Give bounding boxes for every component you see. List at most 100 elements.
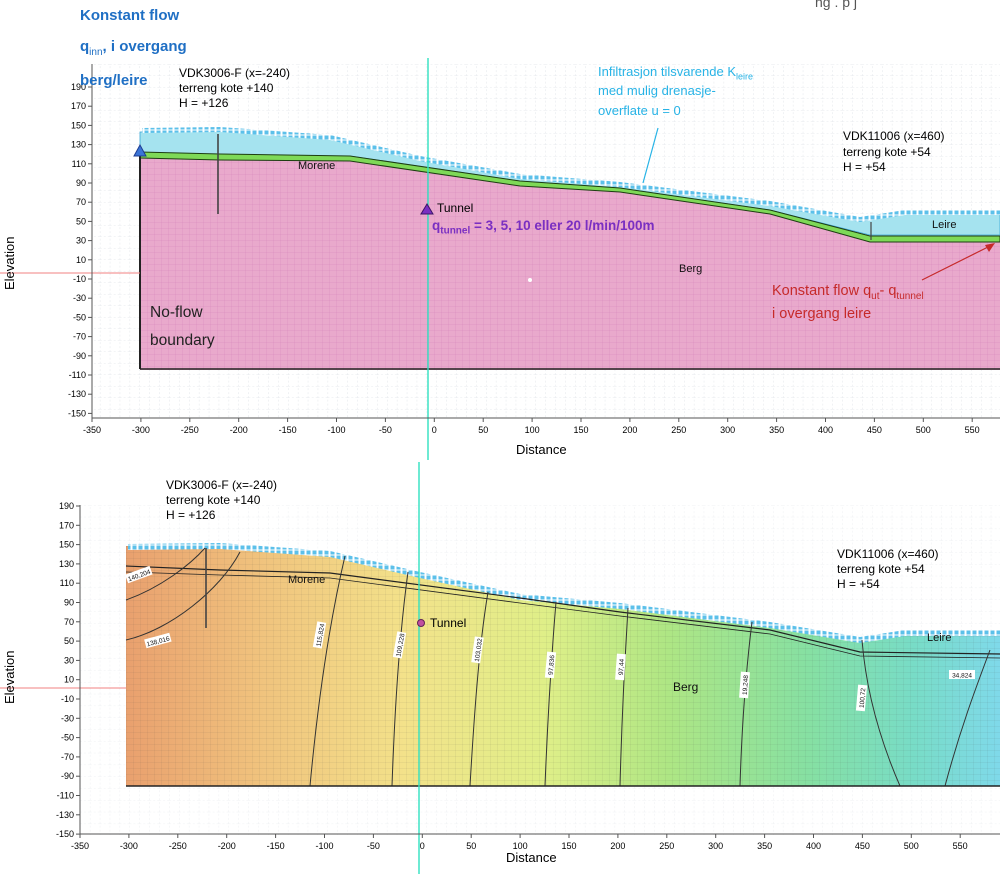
y-tick-label: -130 <box>68 389 86 399</box>
bottom-ylabel: Elevation <box>2 650 17 704</box>
y-tick-label: 90 <box>64 598 74 608</box>
y-tick-label: -70 <box>73 332 86 342</box>
x-tick-label: -150 <box>279 425 297 435</box>
y-tick-label: 110 <box>72 159 86 169</box>
contour-label-text: 100,72 <box>859 688 868 709</box>
well-left-head: H = +126 <box>179 96 229 110</box>
top-xlabel: Distance <box>516 442 567 457</box>
contour-line <box>544 601 557 787</box>
x-tick-label: -250 <box>169 841 187 851</box>
x-tick-label: 100 <box>525 425 540 435</box>
well-left-kote-bottom: terreng kote +140 <box>166 493 261 507</box>
y-tick-label: -150 <box>56 829 74 839</box>
contour-label: 97,836 <box>544 651 557 679</box>
contour-label-text: 97,44 <box>618 658 626 675</box>
tunnel-label: Tunnel <box>437 201 474 215</box>
bedrock-mesh <box>140 157 1000 370</box>
tunnel-q: q <box>432 218 441 233</box>
contour-line <box>309 555 346 787</box>
x-tick-label: 450 <box>855 841 870 851</box>
x-tick-label: 0 <box>432 425 437 435</box>
x-tick-label: 500 <box>916 425 931 435</box>
x-tick-label: 0 <box>420 841 425 851</box>
bottom-dashed-crest <box>128 543 1000 643</box>
infiltration-line-1: Infiltrasjon tilsvarende Kleire <box>598 64 753 82</box>
y-tick-label: -130 <box>56 810 74 820</box>
y-tick-label: 90 <box>76 178 86 188</box>
right-boundary-mid: - q <box>879 283 897 299</box>
contour-label-bg <box>312 621 327 649</box>
well-left-head-bottom: H = +126 <box>166 508 216 522</box>
y-tick-label: -90 <box>73 351 86 361</box>
x-tick-label: 350 <box>769 425 784 435</box>
y-tick-label: 50 <box>64 636 74 646</box>
contour-label: 115,824 <box>312 621 327 649</box>
contour-label-bg <box>125 565 153 584</box>
morene-layer <box>139 151 1000 243</box>
x-tick-label: -100 <box>315 841 333 851</box>
contour-label: 103,032 <box>471 636 484 664</box>
well-right-name: VDK11006 (x=460) <box>843 129 945 143</box>
y-tick-label: -10 <box>73 274 86 284</box>
morene-label-bottom: Morene <box>288 574 326 586</box>
infiltration-line-2: med mulig drenasje- <box>598 83 716 98</box>
y-tick-label: 10 <box>64 675 74 685</box>
contour-label-text: 109,228 <box>395 633 406 658</box>
x-tick-label: 550 <box>965 425 980 435</box>
x-tick-label: -100 <box>327 425 345 435</box>
leire-label: Leire <box>932 219 957 231</box>
right-boundary-line-1: Konstant flow qut- qtunnel <box>772 283 924 302</box>
x-tick-label: 250 <box>659 841 674 851</box>
y-tick-label: 10 <box>76 255 86 265</box>
right-boundary-sub-2: tunnel <box>896 290 924 302</box>
contour-label-text: 115,824 <box>316 623 327 647</box>
x-tick-label: -350 <box>83 425 101 435</box>
head-field-mesh <box>126 545 1000 786</box>
contour-label-text: 97,836 <box>548 655 557 676</box>
infiltration-pointer <box>642 127 659 184</box>
x-tick-label: -150 <box>267 841 285 851</box>
well-left-kote: terreng kote +140 <box>179 81 274 95</box>
y-tick-label: 190 <box>71 82 86 92</box>
x-tick-label: 50 <box>466 841 476 851</box>
well-right-kote-bottom: terreng kote +54 <box>837 562 925 576</box>
y-tick-label: 170 <box>71 101 86 111</box>
tunnel-icon <box>420 203 434 215</box>
well-left-name-bottom: VDK3006-F (x=-240) <box>166 478 278 492</box>
noflow-line-2: boundary <box>150 332 215 349</box>
boundary-left-line-1: qinn, i overgang <box>80 38 187 59</box>
berg-label: Berg <box>679 263 703 275</box>
contour-label: 97,44 <box>615 653 626 681</box>
x-tick-label: 500 <box>904 841 919 851</box>
boundary-left-rest: , i overgang <box>102 38 187 55</box>
contour-label-bg <box>739 671 750 699</box>
boundary-left-q-sub: inn <box>89 47 103 58</box>
boundary-left-q: q <box>80 38 90 55</box>
contour-label: 109,228 <box>392 631 407 659</box>
contour-label-bg <box>949 670 975 679</box>
morene-label: Morene <box>298 160 336 172</box>
x-tick-label: 200 <box>610 841 625 851</box>
contour-label-text: 19,248 <box>742 675 750 696</box>
contour-label-bg <box>615 653 626 681</box>
y-tick-label: -30 <box>61 713 74 723</box>
tunnel-marker-icon <box>417 619 425 627</box>
y-tick-label: 70 <box>76 197 86 207</box>
top-right-cut-text: ng . p j <box>815 0 858 10</box>
contour-line <box>469 591 489 787</box>
tunnel-q-values: = 3, 5, 10 eller 20 l/min/100m <box>470 218 655 233</box>
y-tick-label: 130 <box>59 559 74 569</box>
contour-line <box>391 571 409 787</box>
x-tick-label: 350 <box>757 841 772 851</box>
tunnel-label-bottom: Tunnel <box>430 616 467 630</box>
x-tick-label: 50 <box>478 425 488 435</box>
x-tick-label: 100 <box>513 841 528 851</box>
y-tick-label: 150 <box>59 540 74 550</box>
leire-label-bottom: Leire <box>927 632 952 644</box>
well-right-head: H = +54 <box>843 160 886 174</box>
x-tick-label: 200 <box>622 425 637 435</box>
contour-label-text: 34,824 <box>952 673 972 680</box>
x-tick-label: -50 <box>367 841 380 851</box>
contour-line <box>619 607 629 787</box>
y-tick-label: -50 <box>61 733 74 743</box>
